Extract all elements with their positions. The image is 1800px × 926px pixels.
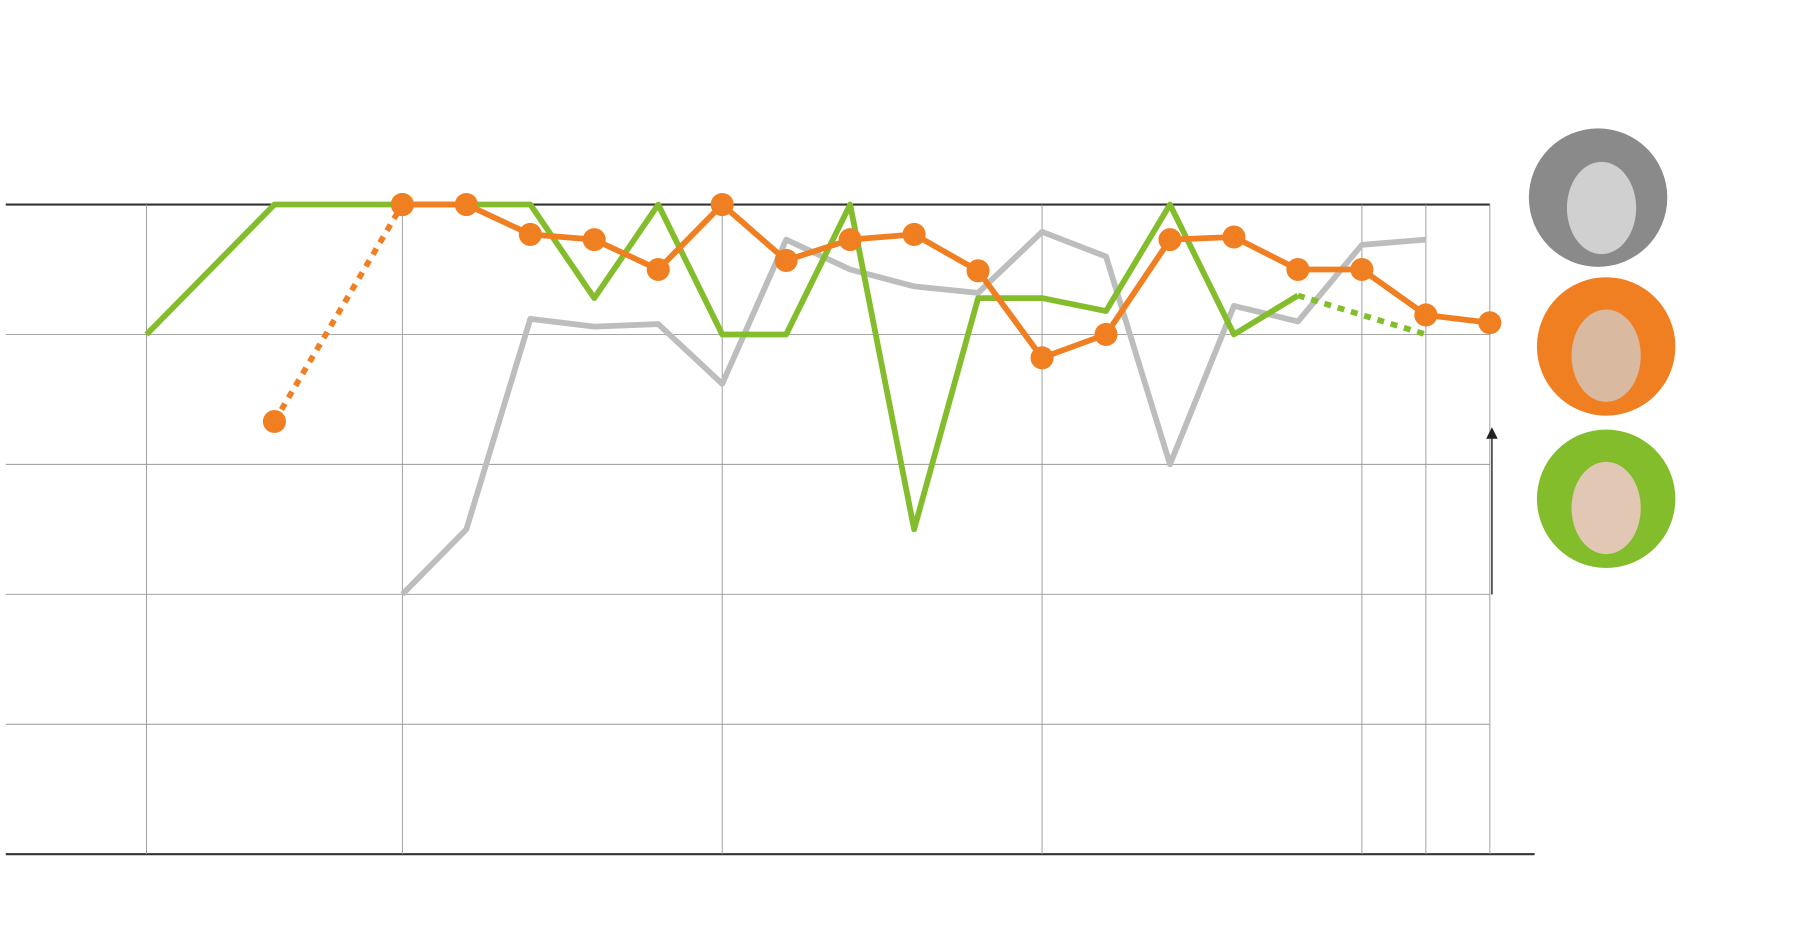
marker	[1414, 303, 1438, 327]
marker	[1222, 225, 1246, 249]
marker	[1030, 346, 1054, 370]
marker	[1350, 257, 1374, 282]
marker	[774, 248, 798, 272]
marker	[1158, 228, 1182, 252]
line	[271, 203, 405, 423]
player-photos	[1528, 128, 1676, 568]
grid	[5, 203, 1535, 856]
marker	[902, 222, 926, 246]
marker	[646, 257, 670, 282]
marker	[582, 228, 606, 252]
marker	[1094, 322, 1118, 346]
marker	[710, 193, 734, 217]
marker	[966, 259, 990, 283]
line	[400, 228, 1427, 597]
marker	[390, 193, 414, 217]
marker	[838, 228, 862, 252]
marker	[262, 409, 286, 434]
marker	[518, 222, 542, 246]
marker	[1286, 257, 1310, 282]
annotation-arrow	[1486, 427, 1498, 595]
marker	[1478, 311, 1502, 335]
marker	[454, 193, 478, 217]
line	[144, 201, 1300, 533]
line	[1297, 292, 1427, 338]
